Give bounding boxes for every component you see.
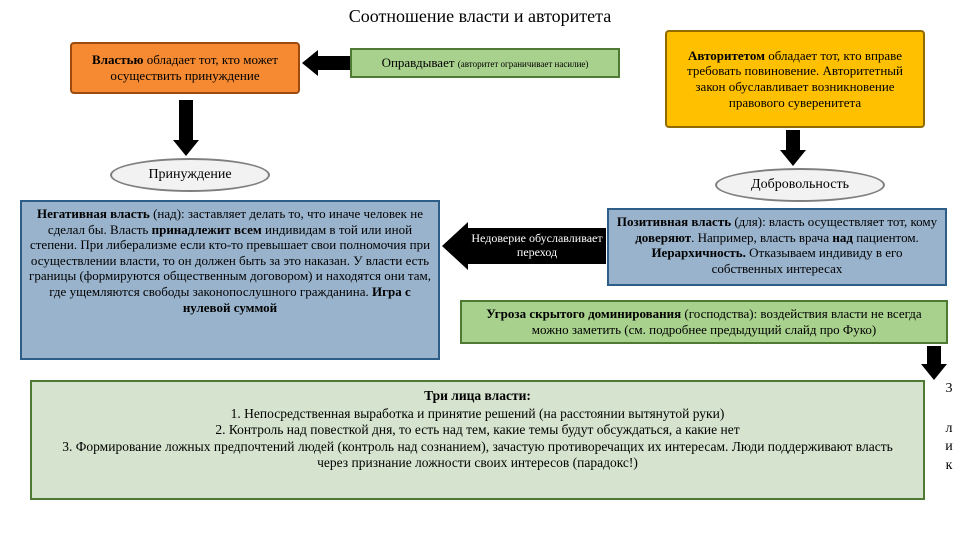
three-faces-item: Контроль над повесткой дня, то есть над … xyxy=(46,422,909,438)
authority-box: Авторитетом обладает тот, кто вправе тре… xyxy=(665,30,925,128)
three-faces-item: Непосредственная выработка и принятие ре… xyxy=(46,406,909,422)
power-box: Властью обладает тот, кто может осуществ… xyxy=(70,42,300,94)
arrow-power-down xyxy=(175,100,197,156)
arrow-distrust: Недоверие обуславливает переход xyxy=(442,222,606,270)
page-title: Соотношение власти и авторитета xyxy=(0,0,960,27)
justify-prefix: Оправдывает xyxy=(382,55,458,70)
sidebar-char: л xyxy=(940,420,958,438)
sidebar-fragment: 3 л и к xyxy=(940,380,958,475)
positive-text: Позитивная власть (для): власть осуществ… xyxy=(617,214,937,276)
distrust-label: Недоверие обуславливает переход xyxy=(470,232,604,260)
sidebar-char: и xyxy=(940,438,958,456)
negative-power-box: Негативная власть (над): заставляет дела… xyxy=(20,200,440,360)
coercion-ellipse: Принуждение xyxy=(110,158,270,192)
three-faces-title: Три лица власти: xyxy=(424,388,531,403)
arrow-authority-down xyxy=(782,130,804,166)
negative-text: Негативная власть (над): заставляет дела… xyxy=(29,206,431,315)
arrow-justify-to-power xyxy=(302,50,350,76)
three-faces-item: Формирование ложных предпочтений людей (… xyxy=(46,439,909,471)
authority-text: Авторитетом обладает тот, кто вправе тре… xyxy=(673,48,917,110)
hidden-text: Угроза скрытого доминирования (господств… xyxy=(486,306,921,337)
voluntariness-ellipse: Добровольность xyxy=(715,168,885,202)
power-text: Властью обладает тот, кто может осуществ… xyxy=(78,52,292,83)
three-faces-box: Три лица власти: Непосредственная вырабо… xyxy=(30,380,925,500)
voluntariness-label: Добровольность xyxy=(751,177,849,193)
justify-note: (авторитет ограничивает насилие) xyxy=(458,59,589,69)
justify-text: Оправдывает (авторитет ограничивает наси… xyxy=(382,55,589,71)
justify-box: Оправдывает (авторитет ограничивает наси… xyxy=(350,48,620,78)
hidden-domination-box: Угроза скрытого доминирования (господств… xyxy=(460,300,948,344)
positive-power-box: Позитивная власть (для): власть осуществ… xyxy=(607,208,947,286)
arrow-positive-to-threefaces xyxy=(923,346,945,380)
sidebar-char: 3 xyxy=(940,380,958,398)
coercion-label: Принуждение xyxy=(148,167,231,183)
sidebar-char: к xyxy=(940,457,958,475)
